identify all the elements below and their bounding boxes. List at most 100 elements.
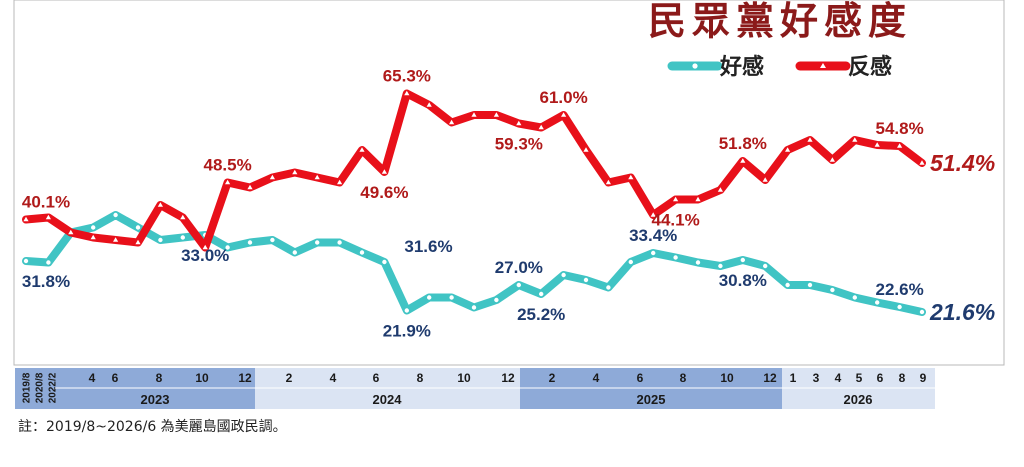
point-s0-10 bbox=[247, 240, 253, 245]
point-s0-30 bbox=[695, 260, 701, 265]
point-s1-29 bbox=[673, 196, 679, 202]
point-s1-26 bbox=[605, 179, 611, 185]
tick-month-12: 4 bbox=[593, 371, 600, 385]
data-label-19: 51.4% bbox=[930, 150, 995, 176]
point-s0-25 bbox=[583, 277, 589, 283]
tick-month-11: 2 bbox=[549, 371, 556, 385]
point-s1-31 bbox=[717, 187, 723, 192]
data-label-10: 40.1% bbox=[22, 193, 70, 212]
point-s0-28 bbox=[651, 250, 656, 256]
legend-marker-0 bbox=[692, 63, 698, 69]
point-s1-4 bbox=[113, 237, 119, 242]
data-label-7: 30.8% bbox=[719, 271, 767, 290]
point-s0-35 bbox=[807, 282, 813, 288]
tick-month-15: 10 bbox=[720, 371, 734, 385]
point-s1-25 bbox=[583, 147, 589, 152]
data-label-1: 33.0% bbox=[181, 246, 229, 265]
data-label-13: 65.3% bbox=[383, 67, 431, 86]
point-s1-30 bbox=[695, 196, 701, 202]
point-s1-10 bbox=[247, 184, 253, 190]
point-s0-5 bbox=[135, 225, 141, 230]
tick-month-18: 3 bbox=[813, 371, 820, 385]
tick-year-3: 2026 bbox=[844, 392, 873, 407]
point-s0-9 bbox=[225, 245, 230, 250]
point-s0-29 bbox=[673, 255, 678, 260]
tick-month-21: 6 bbox=[877, 371, 884, 385]
point-s1-23 bbox=[538, 124, 544, 130]
tick-month-3: 10 bbox=[195, 371, 209, 385]
data-label-16: 44.1% bbox=[651, 211, 699, 230]
point-s0-12 bbox=[292, 250, 297, 255]
point-s1-15 bbox=[359, 147, 365, 152]
tick-month-2: 8 bbox=[156, 371, 163, 385]
point-s0-24 bbox=[561, 272, 566, 278]
point-s0-19 bbox=[449, 295, 454, 300]
point-s1-13 bbox=[314, 174, 320, 180]
legend-label-0: 好感 bbox=[719, 54, 764, 80]
data-label-11: 48.5% bbox=[203, 156, 251, 175]
point-s1-27 bbox=[628, 174, 634, 180]
point-s0-34 bbox=[785, 282, 790, 288]
point-s1-40 bbox=[919, 160, 925, 165]
point-s0-26 bbox=[606, 285, 611, 290]
point-s0-14 bbox=[337, 240, 342, 245]
point-s0-17 bbox=[404, 308, 409, 313]
tick-month-0: 4 bbox=[89, 371, 96, 385]
data-label-3: 21.9% bbox=[383, 322, 431, 341]
point-s0-33 bbox=[763, 263, 768, 269]
point-s0-0 bbox=[23, 258, 29, 264]
data-label-8: 22.6% bbox=[875, 280, 923, 299]
data-label-6: 33.4% bbox=[629, 226, 677, 245]
point-s0-6 bbox=[158, 237, 163, 243]
tick-month-23: 9 bbox=[920, 371, 927, 385]
point-s1-38 bbox=[874, 142, 880, 147]
point-s1-32 bbox=[740, 158, 746, 163]
point-s1-11 bbox=[269, 174, 275, 180]
point-s0-37 bbox=[852, 295, 857, 300]
axis-band-0 bbox=[15, 368, 55, 409]
point-s1-20 bbox=[471, 112, 477, 117]
point-s1-2 bbox=[68, 229, 74, 235]
point-s0-36 bbox=[830, 287, 835, 293]
point-s0-18 bbox=[427, 295, 432, 300]
point-s0-1 bbox=[46, 260, 51, 265]
tick-month-19: 4 bbox=[835, 371, 842, 385]
tick-month-14: 8 bbox=[680, 371, 687, 385]
data-label-18: 54.8% bbox=[875, 119, 923, 138]
point-s0-20 bbox=[471, 305, 477, 310]
tick-year-2: 2025 bbox=[637, 392, 666, 407]
legend-marker-1 bbox=[820, 63, 826, 68]
footnote: 註：2019/8~2026/6 為美麗島國政民調。 bbox=[18, 419, 287, 435]
point-s1-35 bbox=[807, 137, 813, 142]
point-s1-28 bbox=[650, 212, 656, 217]
tick-month-13: 6 bbox=[637, 371, 644, 385]
point-s1-17 bbox=[404, 90, 410, 96]
point-s0-38 bbox=[875, 300, 880, 305]
point-s0-3 bbox=[91, 225, 96, 230]
point-s1-6 bbox=[157, 202, 163, 207]
tick-month-9: 10 bbox=[457, 371, 471, 385]
point-s1-19 bbox=[449, 119, 455, 125]
point-s1-7 bbox=[180, 214, 186, 220]
point-s1-14 bbox=[337, 179, 343, 185]
data-label-0: 31.8% bbox=[22, 272, 70, 291]
tick-early-0: 2019/8 bbox=[22, 372, 33, 403]
point-s1-8 bbox=[202, 244, 208, 250]
tick-early-2: 2022/2 bbox=[48, 372, 59, 403]
data-label-17: 51.8% bbox=[719, 134, 767, 153]
tick-month-4: 12 bbox=[238, 371, 252, 385]
point-s1-12 bbox=[292, 169, 298, 175]
series-layer bbox=[22, 89, 926, 316]
point-s1-24 bbox=[561, 112, 567, 117]
point-s1-21 bbox=[493, 112, 499, 117]
point-s1-34 bbox=[785, 147, 791, 152]
data-label-9: 21.6% bbox=[929, 299, 995, 325]
point-s1-36 bbox=[829, 157, 835, 162]
tick-month-10: 12 bbox=[501, 371, 515, 385]
tick-year-1: 2024 bbox=[373, 392, 403, 407]
tick-month-5: 2 bbox=[286, 371, 293, 385]
tick-early-1: 2020/8 bbox=[35, 372, 46, 403]
tick-month-6: 4 bbox=[330, 371, 337, 385]
point-s0-22 bbox=[516, 282, 521, 288]
legend-label-1: 反感 bbox=[848, 54, 892, 80]
